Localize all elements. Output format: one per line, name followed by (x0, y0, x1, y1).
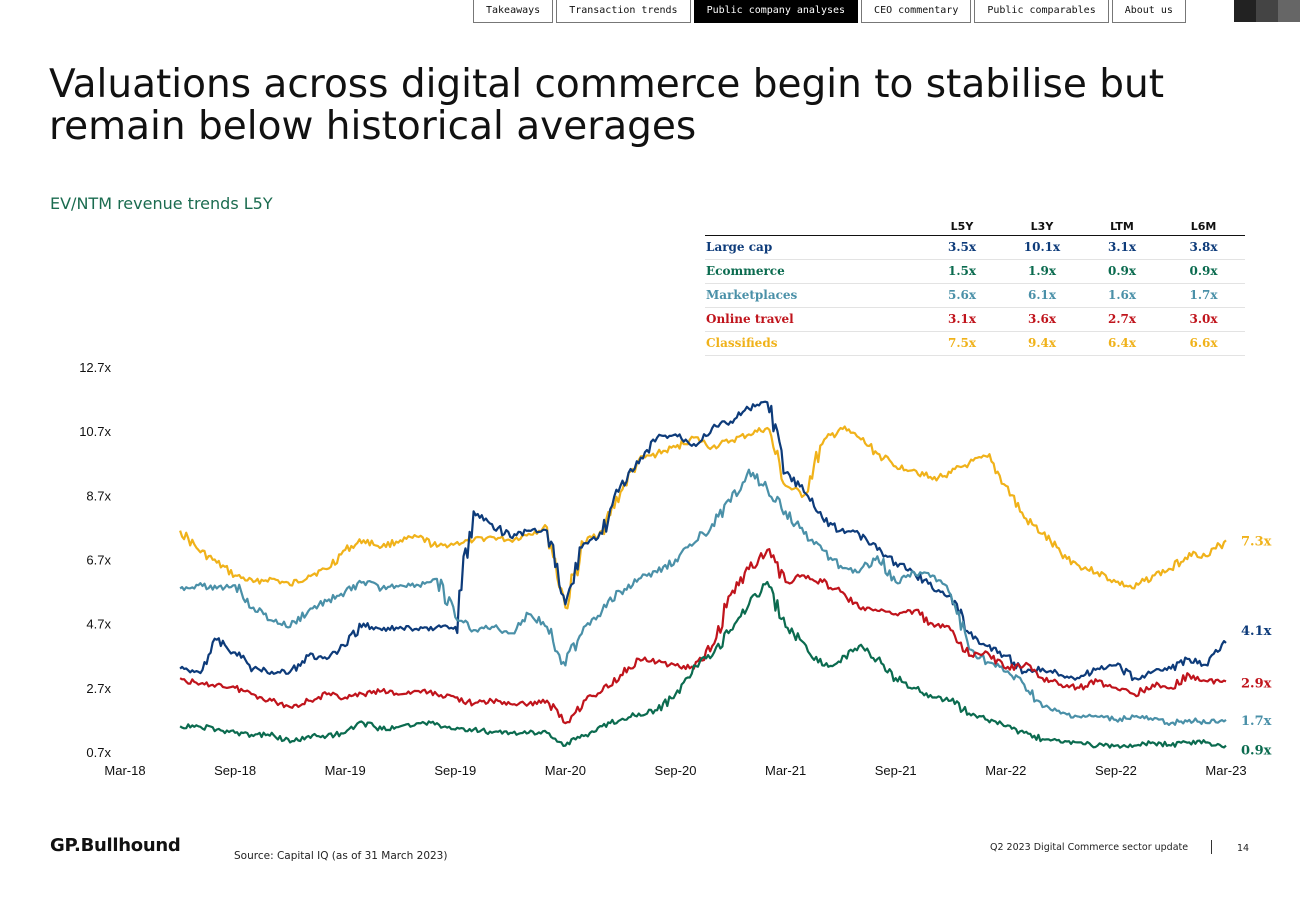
row-value: 1.6x (1082, 283, 1162, 308)
row-value: 3.1x (1082, 235, 1162, 260)
series-line-marketplaces (179, 468, 1227, 726)
row-value: 6.4x (1082, 331, 1162, 356)
y-tick-label: 10.7x (79, 424, 111, 439)
nav-tab-public-comparables[interactable]: Public comparables (974, 0, 1109, 23)
end-label-online-travel: 2.9x (1241, 676, 1272, 691)
y-tick-label: 2.7x (86, 681, 111, 696)
series-line-large-cap (179, 400, 1227, 682)
summary-row-online-travel: Online travel 3.1x 3.6x 2.7x 3.0x (705, 307, 1245, 332)
report-name: Q2 2023 Digital Commerce sector update (990, 842, 1189, 853)
nav-block-2 (1278, 0, 1300, 22)
x-tick-label: Mar-18 (104, 763, 145, 778)
row-value: 3.0x (1162, 307, 1245, 332)
y-tick-label: 8.7x (86, 488, 111, 503)
row-value: 3.6x (1002, 307, 1082, 332)
x-tick-label: Mar-20 (545, 763, 586, 778)
nav-block-1 (1256, 0, 1278, 22)
row-label: Ecommerce (705, 259, 922, 284)
gp-bullhound-logo: GP.Bullhound (50, 835, 181, 856)
row-value: 7.5x (922, 331, 1002, 356)
x-tick-label: Mar-22 (985, 763, 1026, 778)
row-label: Online travel (705, 307, 922, 332)
header-spacer (705, 219, 922, 236)
end-label-ecommerce: 0.9x (1241, 744, 1272, 759)
x-tick-label: Sep-18 (214, 763, 256, 778)
x-tick-label: Sep-19 (434, 763, 476, 778)
end-label-marketplaces: 1.7x (1241, 714, 1272, 729)
summary-row-large-cap: Large cap 3.5x 10.1x 3.1x 3.8x (705, 235, 1245, 260)
top-nav: Takeaways Transaction trends Public compan… (473, 0, 1189, 23)
summary-table: L5Y L3Y LTM L6M Large cap 3.5x 10.1x 3.1x 3.… (705, 219, 1245, 356)
x-tick-label: Sep-22 (1095, 763, 1137, 778)
x-tick-label: Sep-21 (875, 763, 917, 778)
row-value: 9.4x (1002, 331, 1082, 356)
header-ltm: LTM (1082, 219, 1162, 236)
row-value: 5.6x (922, 283, 1002, 308)
series-line-classifieds (179, 425, 1227, 610)
nav-tab-takeaways[interactable]: Takeaways (473, 0, 554, 23)
header-l5y: L5Y (922, 219, 1002, 236)
row-value: 2.7x (1082, 307, 1162, 332)
end-label-large-cap: 4.1x (1241, 624, 1272, 639)
header-l3y: L3Y (1002, 219, 1082, 236)
x-tick-label: Sep-20 (655, 763, 697, 778)
y-tick-label: 4.7x (86, 617, 111, 632)
row-label: Large cap (705, 235, 922, 260)
row-value: 3.1x (922, 307, 1002, 332)
row-value: 6.6x (1162, 331, 1245, 356)
row-label: Classifieds (705, 331, 922, 356)
row-value: 3.5x (922, 235, 1002, 260)
header-l6m: L6M (1162, 219, 1245, 236)
row-value: 1.7x (1162, 283, 1245, 308)
summary-row-classifieds: Classifieds 7.5x 9.4x 6.4x 6.6x (705, 331, 1245, 356)
chart-subtitle: EV/NTM revenue trends L5Y (50, 194, 273, 213)
row-value: 1.5x (922, 259, 1002, 284)
row-value: 6.1x (1002, 283, 1082, 308)
x-tick-label: Mar-23 (1205, 763, 1246, 778)
row-value: 0.9x (1082, 259, 1162, 284)
row-value: 1.9x (1002, 259, 1082, 284)
end-label-classifieds: 7.3x (1241, 534, 1272, 549)
x-tick-label: Mar-19 (325, 763, 366, 778)
nav-block-0 (1234, 0, 1256, 22)
summary-header-row: L5Y L3Y LTM L6M (705, 219, 1245, 236)
y-tick-label: 12.7x (79, 360, 111, 375)
nav-color-blocks (1234, 0, 1300, 22)
series-line-ecommerce (179, 580, 1227, 749)
row-label: Marketplaces (705, 283, 922, 308)
footer-divider (1211, 840, 1212, 854)
row-value: 10.1x (1002, 235, 1082, 260)
page-number: 14 (1237, 843, 1250, 854)
summary-row-ecommerce: Ecommerce 1.5x 1.9x 0.9x 0.9x (705, 259, 1245, 284)
nav-tab-public-company-analyses[interactable]: Public company analyses (693, 0, 859, 23)
x-tick-label: Mar-21 (765, 763, 806, 778)
row-value: 3.8x (1162, 235, 1245, 260)
summary-row-marketplaces: Marketplaces 5.6x 6.1x 1.6x 1.7x (705, 283, 1245, 308)
nav-tab-transaction-trends[interactable]: Transaction trends (556, 0, 691, 23)
series-line-online-travel (179, 548, 1227, 725)
row-value: 0.9x (1162, 259, 1245, 284)
page-title: Valuations across digital commerce begin… (49, 62, 1164, 149)
y-tick-label: 0.7x (86, 745, 111, 760)
y-tick-label: 6.7x (86, 553, 111, 568)
nav-tab-about-us[interactable]: About us (1111, 0, 1186, 23)
source-note: Source: Capital IQ (as of 31 March 2023) (234, 850, 448, 862)
nav-tab-ceo-commentary[interactable]: CEO commentary (861, 0, 972, 23)
